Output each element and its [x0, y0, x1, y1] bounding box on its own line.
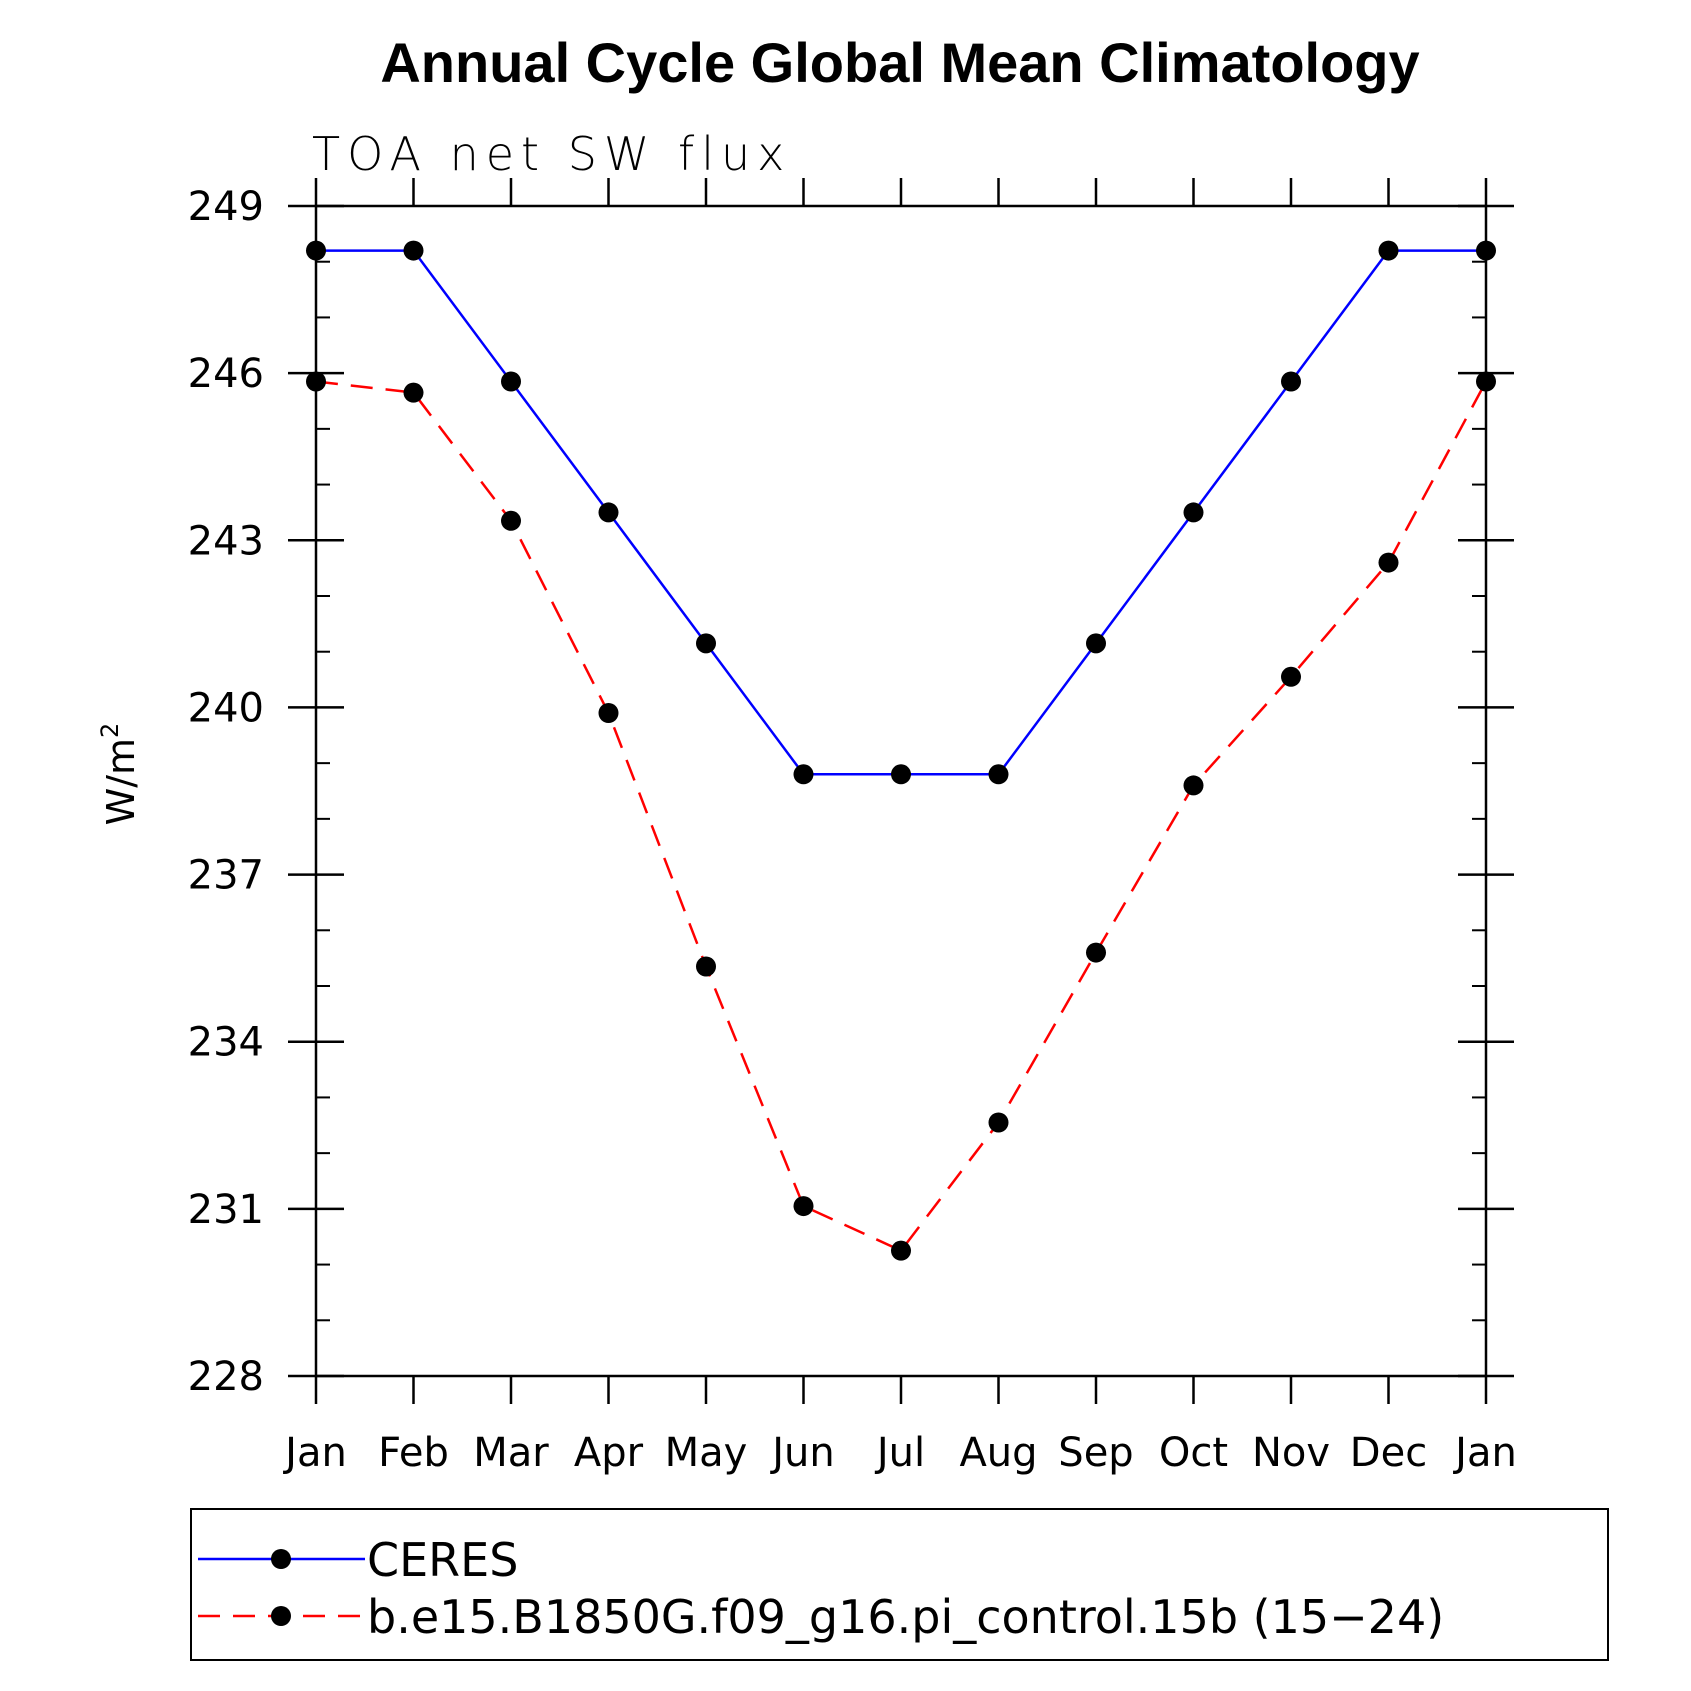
series-1-point-0: [306, 371, 326, 392]
x-tick-label-11: Dec: [1350, 1430, 1427, 1476]
x-tick-label-8: Sep: [1058, 1430, 1133, 1476]
y-tick-label-3: 240: [188, 685, 264, 731]
y-tick-label-2: 243: [188, 518, 264, 564]
series-0-point-4: [696, 633, 716, 654]
series-line-1: [315, 380, 1488, 1253]
y-axis-label: W/m2: [96, 723, 143, 826]
x-tick-label-10: Nov: [1252, 1430, 1330, 1476]
series-1-point-10: [1281, 666, 1301, 687]
legend-box: [190, 1508, 1609, 1661]
legend-label-1: b.e15.B1850G.f09_g16.pi_control.15b (15−…: [367, 1590, 1444, 1644]
y-tick-label-7: 228: [188, 1354, 264, 1400]
x-tick-label-2: Mar: [473, 1430, 549, 1476]
plot-frame: [314, 204, 1488, 1378]
plot-area: Jan Feb Mar Apr May Jun Jul Aug Sep Oct Nov Dec Jan 2…: [188, 178, 1517, 1476]
series-1-point-3: [598, 703, 619, 723]
x-tick-label-1: Feb: [378, 1430, 449, 1476]
x-tick-label-6: Jul: [874, 1430, 925, 1476]
x-tick-label-4: May: [665, 1430, 748, 1476]
y-tick-label-4: 237: [188, 853, 264, 899]
series-1-point-12: [1476, 371, 1496, 392]
series-1-point-8: [1086, 942, 1106, 963]
series-1-point-11: [1378, 552, 1399, 573]
x-tick-label-7: Aug: [959, 1430, 1037, 1476]
y-tick-label-6: 231: [188, 1187, 264, 1233]
series-0-point-3: [598, 502, 619, 523]
x-tick-label-12: Jan: [1452, 1430, 1517, 1476]
series-0-point-10: [1281, 371, 1301, 392]
y-tick-label-5: 234: [188, 1020, 264, 1066]
series-0-point-6: [891, 764, 911, 785]
series-1-point-5: [793, 1196, 814, 1217]
x-tick-label-9: Oct: [1159, 1430, 1228, 1476]
series-0-point-0: [306, 240, 326, 261]
series-0-point-11: [1378, 240, 1399, 261]
legend: CERESb.e15.B1850G.f09_g16.pi_control.15b…: [190, 1508, 1609, 1661]
chart-title: Annual Cycle Global Mean Climatology: [380, 31, 1419, 94]
legend-marker-1: [271, 1606, 291, 1626]
x-tick-label-3: Apr: [574, 1430, 644, 1476]
legend-marker-0: [271, 1549, 291, 1569]
series-line-0: [316, 249, 1486, 776]
series-0-point-1: [403, 240, 424, 261]
y-tick-label-1: 246: [188, 351, 264, 397]
series-0-point-9: [1183, 502, 1204, 523]
series-0-point-2: [501, 371, 521, 392]
chart-subtitle: TOA net SW flux: [312, 127, 791, 181]
series-1-point-1: [403, 382, 424, 403]
y-tick-label-0: 249: [188, 184, 264, 230]
series-1-point-6: [891, 1240, 911, 1261]
series-0-point-8: [1086, 633, 1106, 654]
series-0-point-12: [1476, 240, 1496, 261]
series-1-point-4: [696, 956, 716, 977]
y-axis-label-base: W/m: [99, 738, 143, 825]
series-1-point-2: [501, 510, 521, 531]
series-1-point-7: [988, 1112, 1009, 1133]
series-0-point-7: [988, 764, 1009, 785]
x-tick-label-0: Jan: [282, 1430, 347, 1476]
series-1-point-9: [1183, 775, 1204, 796]
x-tick-label-5: Jun: [769, 1430, 835, 1476]
y-axis-label-superscript: 2: [96, 723, 124, 738]
series-0-point-5: [793, 764, 814, 785]
legend-label-0: CERES: [367, 1533, 518, 1587]
